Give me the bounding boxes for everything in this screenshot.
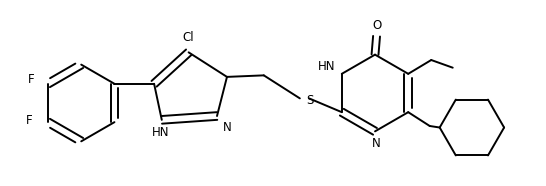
Text: N: N [223,121,232,134]
Text: N: N [372,137,381,150]
Text: O: O [372,19,381,32]
Text: F: F [28,73,34,86]
Text: Cl: Cl [183,31,194,44]
Text: HN: HN [318,60,335,73]
Text: S: S [306,94,313,107]
Text: F: F [26,114,32,127]
Text: HN: HN [151,126,169,139]
